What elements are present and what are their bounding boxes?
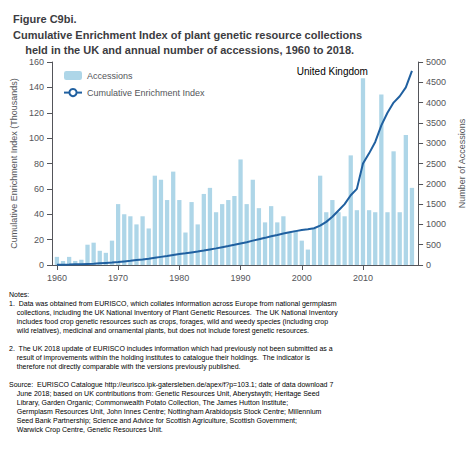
svg-text:Accessions: Accessions — [87, 71, 133, 81]
svg-text:includes food crop genetic res: includes food crop genetic resources suc… — [9, 318, 328, 326]
svg-text:20: 20 — [34, 235, 44, 245]
svg-text:held in the UK and annual numb: held in the UK and annual number of acce… — [13, 44, 354, 56]
svg-text:60: 60 — [34, 184, 44, 194]
svg-text:Cumulative Enrichment Index (T: Cumulative Enrichment Index (Thousands) — [9, 78, 19, 249]
svg-text:Cumulative Enrichment Index of: Cumulative Enrichment Index of plant gen… — [13, 29, 362, 41]
svg-text:Notes:: Notes: — [9, 291, 29, 298]
svg-text:100: 100 — [29, 133, 44, 143]
svg-text:500: 500 — [426, 240, 441, 250]
svg-text:5000: 5000 — [426, 57, 446, 67]
svg-text:2500: 2500 — [426, 159, 446, 169]
svg-text:2000: 2000 — [426, 179, 446, 189]
svg-text:2. The UK 2018 update of EURI: 2. The UK 2018 update of EURISCO include… — [9, 345, 333, 353]
svg-text:1500: 1500 — [426, 199, 446, 209]
svg-text:collections, including the UK: collections, including the UK National I… — [9, 309, 338, 317]
svg-text:Germplasm Resources Unit, John: Germplasm Resources Unit, John Innes Cen… — [9, 408, 322, 416]
svg-text:Source: EURISCO Catalogue htt: Source: EURISCO Catalogue http://eurisco… — [9, 381, 333, 389]
svg-text:Seed Bank Partnership; Science: Seed Bank Partnership; Science and Advic… — [9, 417, 297, 425]
svg-text:3500: 3500 — [426, 118, 446, 128]
svg-text:1980: 1980 — [169, 273, 189, 283]
svg-text:June 2018; based on UK contrib: June 2018; based on UK contributions fro… — [9, 390, 320, 398]
svg-text:therefore not directly compara: therefore not directly comparable with t… — [9, 363, 241, 371]
svg-text:Cumulative Enrichment Index: Cumulative Enrichment Index — [87, 88, 205, 98]
svg-text:0: 0 — [39, 260, 44, 270]
svg-text:1960: 1960 — [47, 273, 67, 283]
svg-text:80: 80 — [34, 159, 44, 169]
svg-text:1000: 1000 — [426, 219, 446, 229]
svg-text:4500: 4500 — [426, 77, 446, 87]
svg-text:1. Data was obtained from EUR: 1. Data was obtained from EURISCO, which… — [9, 300, 337, 308]
svg-text:wild relatives), medicinal and: wild relatives), medicinal and ornamenta… — [9, 327, 309, 335]
svg-text:Number of Accessions: Number of Accessions — [457, 118, 467, 208]
svg-text:United Kingdom: United Kingdom — [297, 66, 368, 77]
svg-text:result of improvements within: result of improvements within the holdin… — [9, 354, 311, 362]
svg-text:140: 140 — [29, 82, 44, 92]
svg-text:0: 0 — [426, 260, 431, 270]
svg-text:1990: 1990 — [231, 273, 251, 283]
svg-text:120: 120 — [29, 108, 44, 118]
svg-text:3000: 3000 — [426, 138, 446, 148]
svg-text:2010: 2010 — [353, 273, 373, 283]
svg-text:40: 40 — [34, 209, 44, 219]
svg-text:1970: 1970 — [108, 273, 128, 283]
svg-text:4000: 4000 — [426, 98, 446, 108]
svg-text:2000: 2000 — [292, 273, 312, 283]
svg-text:160: 160 — [29, 57, 44, 67]
svg-text:Warwick Crop Centre, Genetic R: Warwick Crop Centre, Genetic Resources U… — [9, 426, 163, 434]
svg-text:Library, Garden Organic; Commo: Library, Garden Organic; Commonwealth Po… — [9, 399, 288, 407]
svg-text:Figure C9bi.: Figure C9bi. — [13, 13, 77, 25]
